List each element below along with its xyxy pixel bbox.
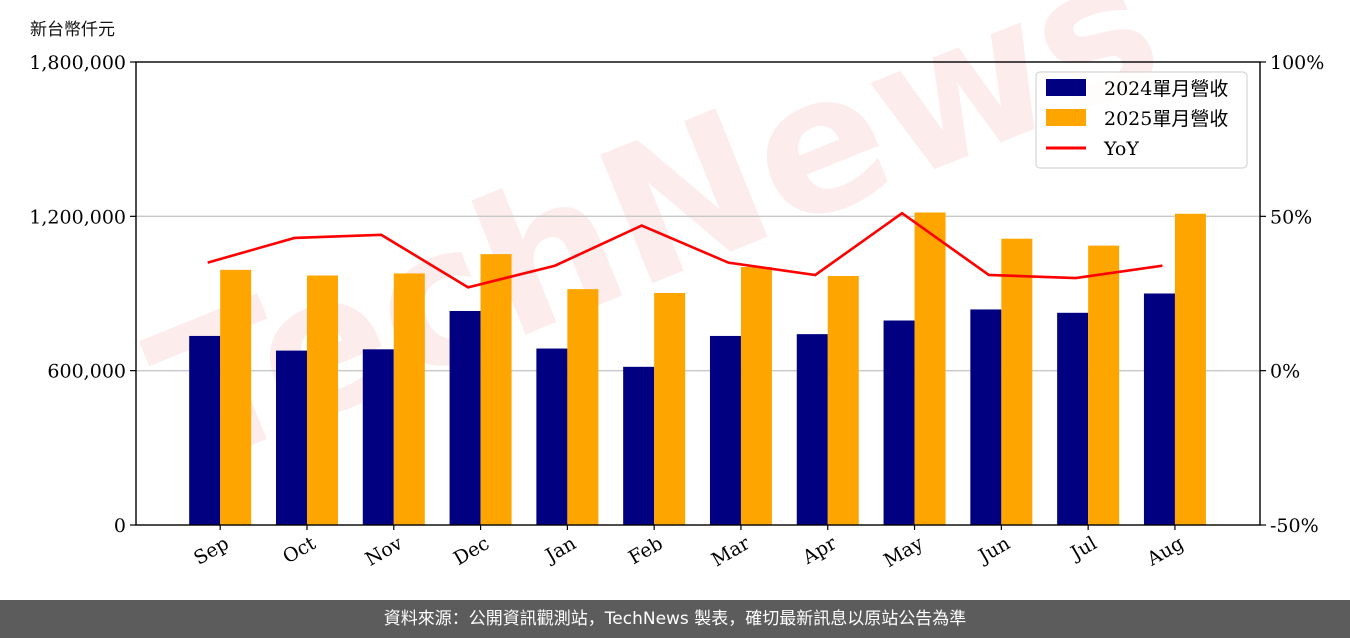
bar-2025-nov — [393, 273, 425, 525]
bar-2025-jul — [1088, 245, 1120, 525]
bar-2024-mar — [709, 335, 741, 525]
bar-2024-sep — [189, 335, 221, 525]
y-right-tick-label: -50% — [1270, 515, 1319, 537]
bar-2025-sep — [220, 269, 252, 525]
bar-2025-oct — [306, 275, 338, 525]
chart-area: TechNews 0 600,000 1,200,000 1,800,000 -50% 0%… — [29, 0, 1324, 572]
bar-2025-aug — [1174, 213, 1206, 525]
y-left-tick-label: 0 — [114, 515, 126, 537]
bar-2025-dec — [480, 254, 512, 525]
chart-svg: TechNews0600,0001,200,0001,800,000-50%0%… — [29, 0, 1324, 572]
x-tick-label-feb: Feb — [625, 532, 667, 569]
x-tick-label-apr: Apr — [798, 532, 841, 569]
y-right-tick-label: 0% — [1270, 361, 1300, 383]
y-axis-unit-label: 新台幣仟元 — [30, 20, 115, 40]
legend-2025-label: 2025單月營收 — [1104, 108, 1228, 130]
x-tick-label-jul: Jul — [1065, 532, 1100, 565]
legend-2024-label: 2024單月營收 — [1104, 78, 1228, 100]
x-tick-label-jun: Jun — [973, 532, 1014, 568]
x-tick-label-sep: Sep — [190, 532, 233, 569]
y-left-tick-label: 600,000 — [47, 361, 126, 383]
bar-2024-jan — [536, 348, 568, 525]
yoy-line — [207, 211, 1163, 289]
bar-2024-jul — [1057, 312, 1089, 525]
x-tick-label-jan: Jan — [540, 532, 580, 568]
bar-2025-feb — [654, 292, 686, 525]
bar-2024-nov — [362, 349, 394, 525]
x-tick-label-mar: Mar — [708, 532, 754, 571]
plot-frame — [135, 61, 1261, 526]
bar-2025-jun — [1001, 238, 1033, 525]
legend-2024-swatch — [1046, 79, 1086, 96]
bar-2025-mar — [740, 267, 772, 525]
legend-yoy-label: YoY — [1103, 138, 1139, 160]
y-right-tick-label: 50% — [1270, 206, 1312, 228]
bar-2024-oct — [275, 350, 307, 525]
legend: 2024單月營收 2025單月營收 YoY — [1035, 71, 1248, 169]
bar-2025-may — [914, 212, 946, 525]
bar-2024-apr — [796, 334, 828, 525]
bar-2024-dec — [449, 310, 481, 525]
legend-2025-swatch — [1046, 109, 1086, 126]
y-left-tick-label: 1,800,000 — [29, 52, 126, 74]
x-tick-label-may: May — [880, 532, 927, 572]
x-tick-label-dec: Dec — [450, 532, 493, 570]
bar-2024-aug — [1143, 293, 1175, 525]
bar-2025-jan — [567, 289, 599, 525]
bar-2025-apr — [827, 276, 859, 525]
bar-2024-jun — [970, 309, 1002, 525]
bar-2024-feb — [623, 366, 655, 525]
source-footer: 資料來源：公開資訊觀測站，TechNews 製表，確切最新訊息以原站公告為準 — [0, 600, 1350, 638]
x-tick-label-nov: Nov — [362, 532, 407, 571]
legend-box — [1035, 71, 1248, 169]
y-left-tick-label: 1,200,000 — [29, 206, 126, 228]
y-right-tick-label: 100% — [1270, 52, 1324, 74]
bar-2024-may — [883, 320, 915, 525]
x-tick-label-aug: Aug — [1143, 532, 1188, 571]
x-tick-label-oct: Oct — [279, 532, 320, 568]
